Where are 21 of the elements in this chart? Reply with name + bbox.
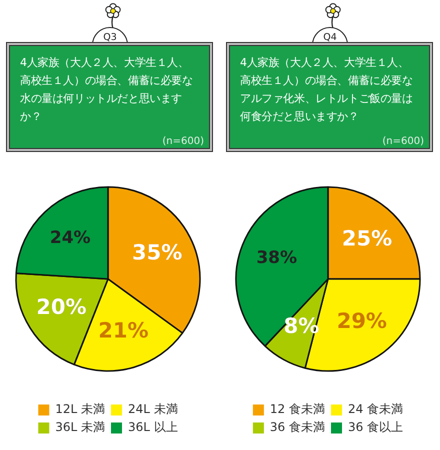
chart-title: Q3: [103, 32, 117, 43]
legend-label: 12 食未満: [270, 402, 326, 416]
chart-title: Q4: [323, 32, 337, 43]
legend-label: 24L 未満: [128, 402, 178, 416]
legend-label: 24 食未満: [348, 402, 404, 416]
data-label: 38%: [256, 248, 298, 268]
legend-label: 36L 以上: [128, 420, 178, 434]
chart-subtitle: 4人家族（大人２人、大学生１人、高校生１人）の場合、備蓄に必要な水の量は何リットルだと思いますか？: [19, 55, 194, 125]
data-label: 20%: [36, 295, 87, 320]
legend-label: 36 食以上: [348, 420, 404, 434]
legend-label: 36 食未満: [270, 420, 326, 434]
legend-label: 12L 未満: [55, 402, 106, 416]
data-label: 29%: [336, 309, 387, 334]
chart-subtitle: 4人家族（大人２人、大学生１人、高校生１人）の場合、備蓄に必要なアルファ化米、レトルトご飯の量は何食分だと思いますか？: [239, 55, 414, 125]
text: (n=600): [382, 136, 424, 147]
data-label: 25%: [342, 226, 392, 250]
data-label: 24%: [50, 228, 91, 248]
data-label: 35%: [132, 240, 182, 264]
text: (n=600): [162, 136, 204, 147]
legend-label: 36L 未満: [55, 420, 106, 434]
data-label: 21%: [98, 318, 149, 342]
